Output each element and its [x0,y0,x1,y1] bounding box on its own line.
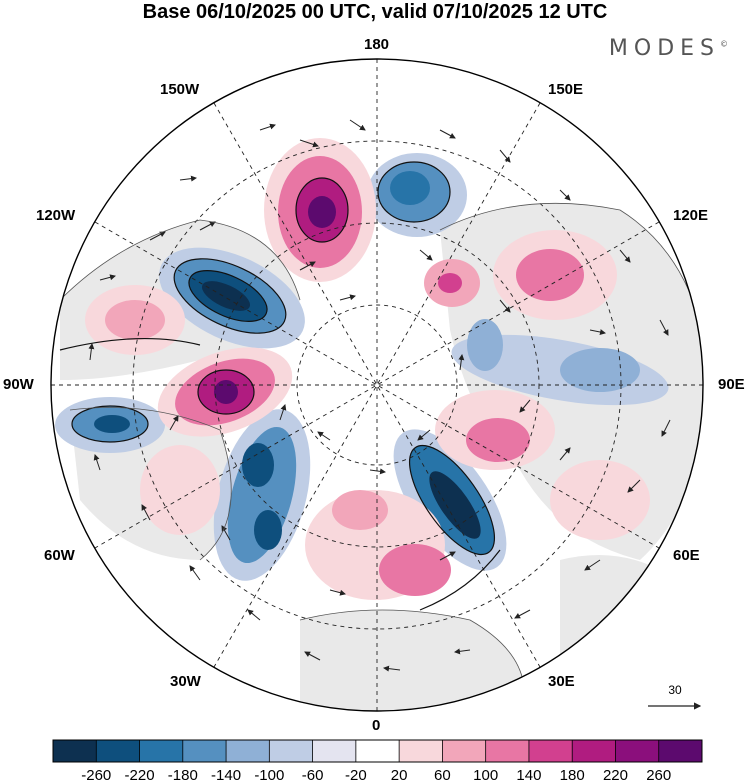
polar-cap [323,320,433,416]
map-field [51,59,703,711]
lon-label-60w: 60W [44,547,75,564]
reference-vector: 30 [648,683,702,710]
wind-vectors [88,119,671,672]
modes-logo: MODES© [608,36,728,61]
colorbar-tick-label: 140 [516,767,541,783]
colorbar-swatch [312,740,357,762]
colorbar-swatch [269,740,314,762]
colorbar-tick-label: -220 [125,767,155,783]
colorbar-tick-label: 60 [434,767,451,783]
colorbar-tick-label: 180 [560,767,585,783]
colorbar-swatch [485,740,530,762]
reference-vector-label: 30 [668,683,682,697]
lon-label-150e: 150E [548,81,584,98]
lon-label-30e: 30E [548,673,575,690]
chart-title: Base 06/10/2025 00 UTC, valid 07/10/2025… [142,1,608,23]
lon-label-bottom: 0 [372,717,381,734]
colorbar: -260 -220 -180 -140 -100 -60 -20 20 60 100 140 180 2… [52,739,703,783]
lon-label-150w: 150W [160,81,200,98]
colorbar-swatch [53,740,97,762]
colorbar-tick-label: 220 [603,767,628,783]
colorbar-tick-label: 260 [646,767,671,783]
colorbar-tick-label: -180 [168,767,198,783]
map-boundary [50,58,704,712]
colorbar-tick-label: -260 [81,767,111,783]
colorbar-swatch [528,740,573,762]
colorbar-tick-label: -140 [211,767,241,783]
colorbar-tick-label: -20 [345,767,367,783]
lon-label-left: 90W [3,376,34,393]
lon-label-top: 180 [364,36,390,53]
colorbar-tick-label: -60 [302,767,324,783]
lon-label-30w: 30W [170,673,201,690]
colorbar-swatch [572,740,616,762]
colorbar-tick-label: -100 [254,767,284,783]
lon-label-right: 90E [718,376,745,393]
colorbar-swatch [96,740,141,762]
lon-label-120e: 120E [673,207,709,224]
colorbar-frame [52,739,703,763]
colorbar-swatch [355,740,400,762]
contours [59,161,501,611]
colorbar-tick-label: 20 [391,767,408,783]
lon-label-60e: 60E [673,547,700,564]
colorbar-tick-label: 100 [473,767,498,783]
colorbar-swatch [226,740,270,762]
colorbar-swatch [442,740,487,762]
colorbar-swatch [658,740,703,762]
colorbar-swatch [182,740,227,762]
colorbar-swatch [139,740,184,762]
graticule [51,59,703,711]
lon-label-120w: 120W [36,207,76,224]
colorbar-swatch [399,740,443,762]
colorbar-swatch [615,740,660,762]
